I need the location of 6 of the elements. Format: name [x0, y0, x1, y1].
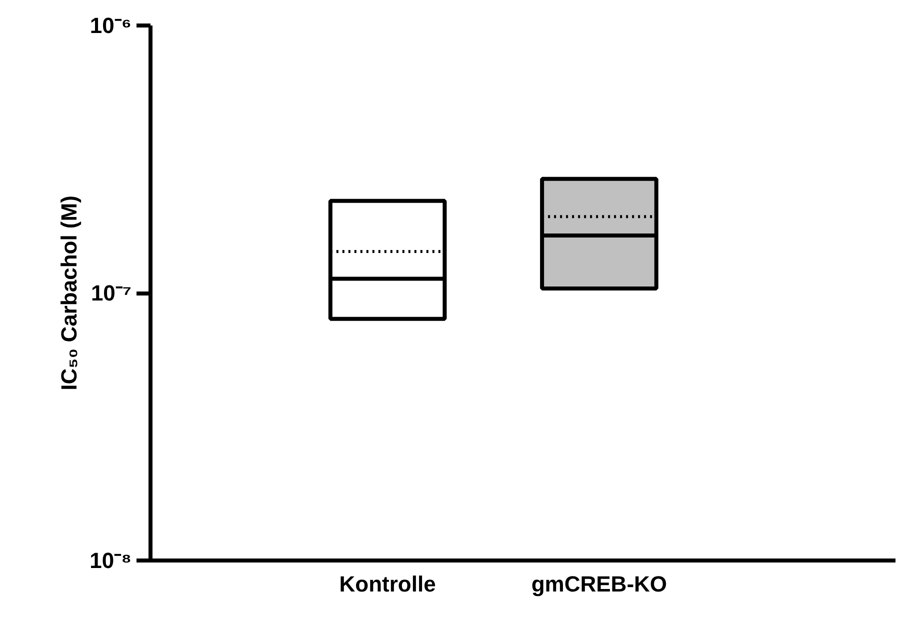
y-tick-label: 10⁻⁶: [90, 13, 132, 38]
y-tick-label: 10⁻⁸: [90, 548, 132, 573]
y-axis-title: IC₅₀ Carbachol (M): [56, 196, 82, 390]
x-tick-label: Kontrolle: [339, 572, 436, 596]
y-tick-label: 10⁻⁷: [90, 280, 132, 306]
x-tick-label: gmCREB-KO: [531, 572, 668, 596]
